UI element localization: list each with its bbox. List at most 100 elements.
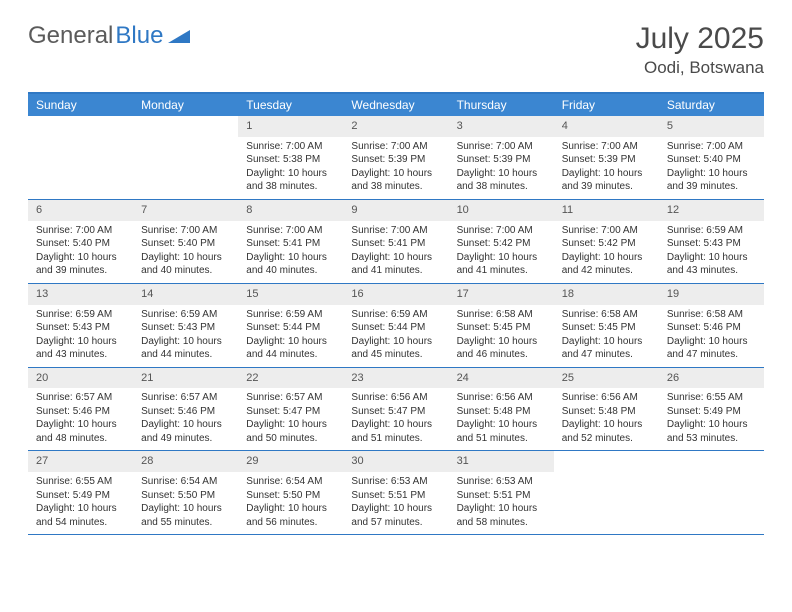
sunrise-text: Sunrise: 6:54 AM xyxy=(246,475,335,489)
daylight-text: Daylight: 10 hours and 45 minutes. xyxy=(351,335,440,362)
day-cell: 29Sunrise: 6:54 AMSunset: 5:50 PMDayligh… xyxy=(238,451,343,534)
daylight-text: Daylight: 10 hours and 48 minutes. xyxy=(36,418,125,445)
daylight-text: Daylight: 10 hours and 39 minutes. xyxy=(667,167,756,194)
daylight-text: Daylight: 10 hours and 43 minutes. xyxy=(667,251,756,278)
day-header-cell: Tuesday xyxy=(238,94,343,116)
day-number: 27 xyxy=(28,451,133,472)
sunrise-text: Sunrise: 6:59 AM xyxy=(141,308,230,322)
sunset-text: Sunset: 5:44 PM xyxy=(351,321,440,335)
day-cell: 6Sunrise: 7:00 AMSunset: 5:40 PMDaylight… xyxy=(28,200,133,283)
sunset-text: Sunset: 5:46 PM xyxy=(141,405,230,419)
day-cell: 21Sunrise: 6:57 AMSunset: 5:46 PMDayligh… xyxy=(133,368,238,451)
week-row: 6Sunrise: 7:00 AMSunset: 5:40 PMDaylight… xyxy=(28,200,764,284)
day-header-cell: Saturday xyxy=(659,94,764,116)
day-body: Sunrise: 6:57 AMSunset: 5:46 PMDaylight:… xyxy=(133,388,238,450)
day-body: Sunrise: 7:00 AMSunset: 5:41 PMDaylight:… xyxy=(238,221,343,283)
week-row: 13Sunrise: 6:59 AMSunset: 5:43 PMDayligh… xyxy=(28,284,764,368)
day-number: 22 xyxy=(238,368,343,389)
empty-cell xyxy=(554,451,659,534)
sunrise-text: Sunrise: 7:00 AM xyxy=(562,224,651,238)
sunrise-text: Sunrise: 7:00 AM xyxy=(351,140,440,154)
sunrise-text: Sunrise: 6:53 AM xyxy=(457,475,546,489)
sunrise-text: Sunrise: 7:00 AM xyxy=(351,224,440,238)
day-number: 28 xyxy=(133,451,238,472)
sunrise-text: Sunrise: 6:59 AM xyxy=(36,308,125,322)
day-body: Sunrise: 7:00 AMSunset: 5:42 PMDaylight:… xyxy=(449,221,554,283)
sunset-text: Sunset: 5:46 PM xyxy=(667,321,756,335)
day-header-cell: Friday xyxy=(554,94,659,116)
sunrise-text: Sunrise: 6:58 AM xyxy=(457,308,546,322)
day-body: Sunrise: 7:00 AMSunset: 5:41 PMDaylight:… xyxy=(343,221,448,283)
day-body: Sunrise: 7:00 AMSunset: 5:39 PMDaylight:… xyxy=(554,137,659,199)
weeks-container: 1Sunrise: 7:00 AMSunset: 5:38 PMDaylight… xyxy=(28,116,764,535)
day-body: Sunrise: 6:53 AMSunset: 5:51 PMDaylight:… xyxy=(343,472,448,534)
day-cell: 8Sunrise: 7:00 AMSunset: 5:41 PMDaylight… xyxy=(238,200,343,283)
day-body: Sunrise: 7:00 AMSunset: 5:39 PMDaylight:… xyxy=(343,137,448,199)
day-cell: 10Sunrise: 7:00 AMSunset: 5:42 PMDayligh… xyxy=(449,200,554,283)
sunrise-text: Sunrise: 6:59 AM xyxy=(667,224,756,238)
daylight-text: Daylight: 10 hours and 39 minutes. xyxy=(562,167,651,194)
day-body: Sunrise: 6:59 AMSunset: 5:43 PMDaylight:… xyxy=(133,305,238,367)
sunrise-text: Sunrise: 7:00 AM xyxy=(246,140,335,154)
sunset-text: Sunset: 5:44 PM xyxy=(246,321,335,335)
day-header-row: SundayMondayTuesdayWednesdayThursdayFrid… xyxy=(28,94,764,116)
daylight-text: Daylight: 10 hours and 47 minutes. xyxy=(667,335,756,362)
day-body: Sunrise: 6:58 AMSunset: 5:45 PMDaylight:… xyxy=(554,305,659,367)
day-body: Sunrise: 6:58 AMSunset: 5:45 PMDaylight:… xyxy=(449,305,554,367)
day-body: Sunrise: 6:57 AMSunset: 5:46 PMDaylight:… xyxy=(28,388,133,450)
sunrise-text: Sunrise: 6:57 AM xyxy=(246,391,335,405)
sunset-text: Sunset: 5:47 PM xyxy=(246,405,335,419)
day-body: Sunrise: 6:59 AMSunset: 5:43 PMDaylight:… xyxy=(28,305,133,367)
day-cell: 7Sunrise: 7:00 AMSunset: 5:40 PMDaylight… xyxy=(133,200,238,283)
daylight-text: Daylight: 10 hours and 40 minutes. xyxy=(141,251,230,278)
empty-cell xyxy=(28,116,133,199)
sunrise-text: Sunrise: 7:00 AM xyxy=(246,224,335,238)
day-number: 23 xyxy=(343,368,448,389)
day-body: Sunrise: 6:55 AMSunset: 5:49 PMDaylight:… xyxy=(28,472,133,534)
sunset-text: Sunset: 5:46 PM xyxy=(36,405,125,419)
day-number: 19 xyxy=(659,284,764,305)
day-body: Sunrise: 7:00 AMSunset: 5:40 PMDaylight:… xyxy=(133,221,238,283)
header: GeneralBlue July 2025 Oodi, Botswana xyxy=(28,22,764,78)
logo: GeneralBlue xyxy=(28,22,190,50)
day-body: Sunrise: 6:54 AMSunset: 5:50 PMDaylight:… xyxy=(238,472,343,534)
sunset-text: Sunset: 5:38 PM xyxy=(246,153,335,167)
day-cell: 27Sunrise: 6:55 AMSunset: 5:49 PMDayligh… xyxy=(28,451,133,534)
daylight-text: Daylight: 10 hours and 44 minutes. xyxy=(246,335,335,362)
sunrise-text: Sunrise: 6:57 AM xyxy=(36,391,125,405)
daylight-text: Daylight: 10 hours and 40 minutes. xyxy=(246,251,335,278)
sunset-text: Sunset: 5:41 PM xyxy=(351,237,440,251)
location-label: Oodi, Botswana xyxy=(636,58,764,78)
sunrise-text: Sunrise: 6:54 AM xyxy=(141,475,230,489)
day-cell: 19Sunrise: 6:58 AMSunset: 5:46 PMDayligh… xyxy=(659,284,764,367)
day-body: Sunrise: 7:00 AMSunset: 5:40 PMDaylight:… xyxy=(28,221,133,283)
day-cell: 11Sunrise: 7:00 AMSunset: 5:42 PMDayligh… xyxy=(554,200,659,283)
day-number: 18 xyxy=(554,284,659,305)
sunset-text: Sunset: 5:40 PM xyxy=(36,237,125,251)
day-number: 21 xyxy=(133,368,238,389)
sunset-text: Sunset: 5:41 PM xyxy=(246,237,335,251)
calendar: SundayMondayTuesdayWednesdayThursdayFrid… xyxy=(28,92,764,535)
day-cell: 16Sunrise: 6:59 AMSunset: 5:44 PMDayligh… xyxy=(343,284,448,367)
day-body: Sunrise: 7:00 AMSunset: 5:38 PMDaylight:… xyxy=(238,137,343,199)
day-cell: 22Sunrise: 6:57 AMSunset: 5:47 PMDayligh… xyxy=(238,368,343,451)
sunset-text: Sunset: 5:51 PM xyxy=(351,489,440,503)
sunset-text: Sunset: 5:40 PM xyxy=(141,237,230,251)
week-row: 27Sunrise: 6:55 AMSunset: 5:49 PMDayligh… xyxy=(28,451,764,535)
daylight-text: Daylight: 10 hours and 58 minutes. xyxy=(457,502,546,529)
daylight-text: Daylight: 10 hours and 54 minutes. xyxy=(36,502,125,529)
day-number: 1 xyxy=(238,116,343,137)
day-header-cell: Monday xyxy=(133,94,238,116)
daylight-text: Daylight: 10 hours and 47 minutes. xyxy=(562,335,651,362)
day-body: Sunrise: 6:56 AMSunset: 5:47 PMDaylight:… xyxy=(343,388,448,450)
sunset-text: Sunset: 5:49 PM xyxy=(667,405,756,419)
day-body: Sunrise: 6:56 AMSunset: 5:48 PMDaylight:… xyxy=(449,388,554,450)
sunrise-text: Sunrise: 6:56 AM xyxy=(457,391,546,405)
day-number: 25 xyxy=(554,368,659,389)
day-number: 29 xyxy=(238,451,343,472)
daylight-text: Daylight: 10 hours and 51 minutes. xyxy=(351,418,440,445)
sunset-text: Sunset: 5:39 PM xyxy=(351,153,440,167)
daylight-text: Daylight: 10 hours and 46 minutes. xyxy=(457,335,546,362)
day-body: Sunrise: 6:59 AMSunset: 5:44 PMDaylight:… xyxy=(238,305,343,367)
day-cell: 24Sunrise: 6:56 AMSunset: 5:48 PMDayligh… xyxy=(449,368,554,451)
